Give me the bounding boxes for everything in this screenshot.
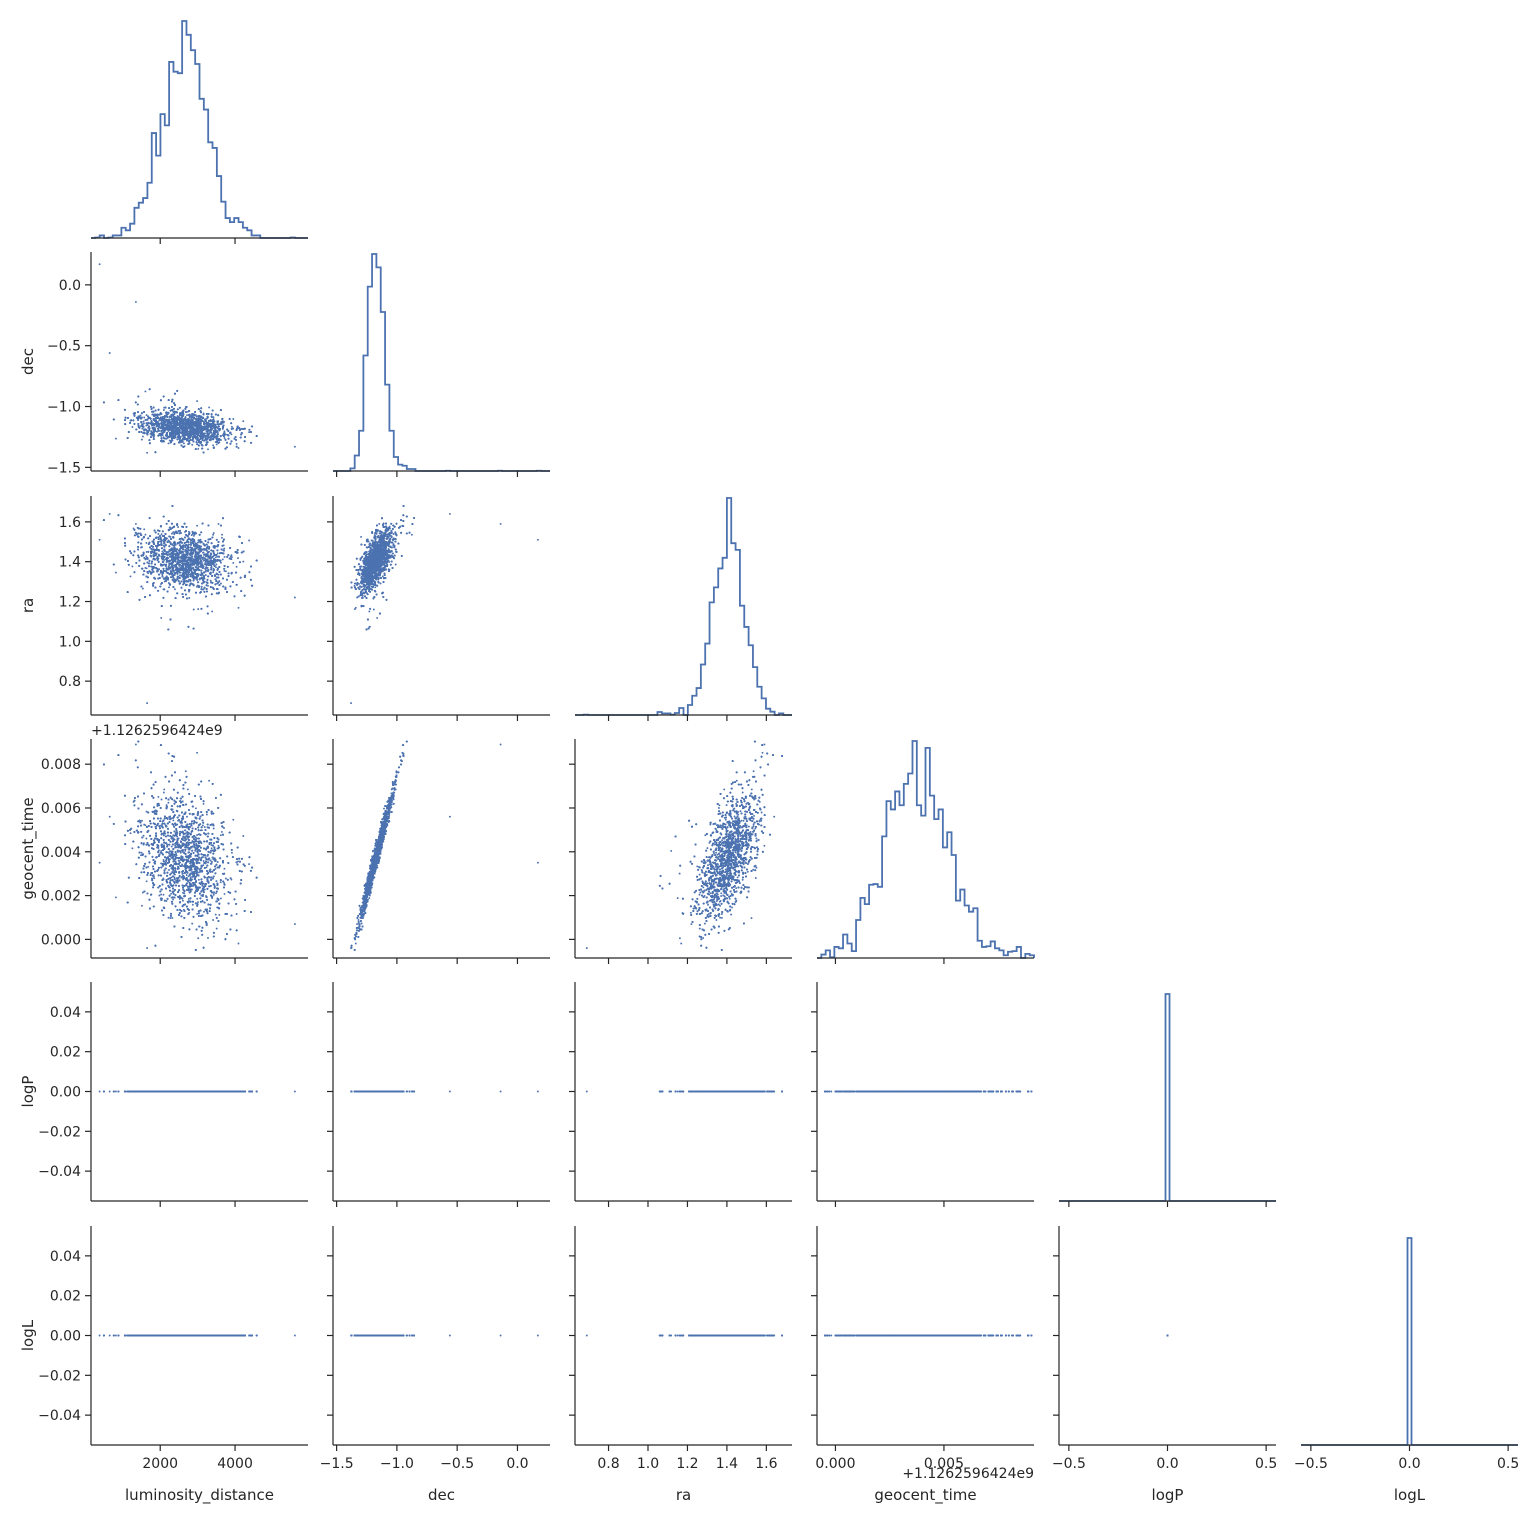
- scatter-point: [236, 443, 238, 445]
- scatter-point: [208, 406, 210, 408]
- scatter-point: [207, 448, 209, 450]
- scatter-point: [168, 442, 170, 444]
- scatter-point: [143, 423, 145, 425]
- scatter-point: [248, 431, 250, 433]
- scatter-point: [230, 433, 232, 435]
- scatter-point: [186, 414, 188, 416]
- scatter-point: [224, 437, 226, 439]
- scatter-point: [115, 438, 117, 440]
- scatter-point: [144, 390, 146, 392]
- scatter-point: [183, 442, 185, 444]
- scatter-point: [196, 400, 198, 402]
- scatter-point: [212, 444, 214, 446]
- histogram-luminosity_distance: [91, 21, 308, 238]
- panel-dec-vs-luminosity_distance: −1.5−1.0−0.50.0: [47, 252, 308, 477]
- scatter-point: [191, 444, 193, 446]
- scatter-point: [232, 418, 234, 420]
- scatter-point: [131, 426, 133, 428]
- scatter-points: [99, 263, 296, 453]
- scatter-point: [216, 443, 218, 445]
- scatter-point: [242, 420, 244, 422]
- scatter-point: [225, 434, 227, 436]
- scatter-point: [143, 417, 145, 419]
- scatter-point: [231, 426, 233, 428]
- scatter-point: [143, 420, 145, 422]
- scatter-point: [144, 419, 146, 421]
- scatter-point: [146, 414, 148, 416]
- panel-luminosity_distance-vs-luminosity_distance: [91, 21, 308, 244]
- scatter-point: [197, 448, 199, 450]
- scatter-point: [238, 447, 240, 449]
- scatter-point: [163, 409, 165, 411]
- scatter-point: [223, 430, 225, 432]
- scatter-point: [142, 436, 144, 438]
- scatter-point: [141, 439, 143, 441]
